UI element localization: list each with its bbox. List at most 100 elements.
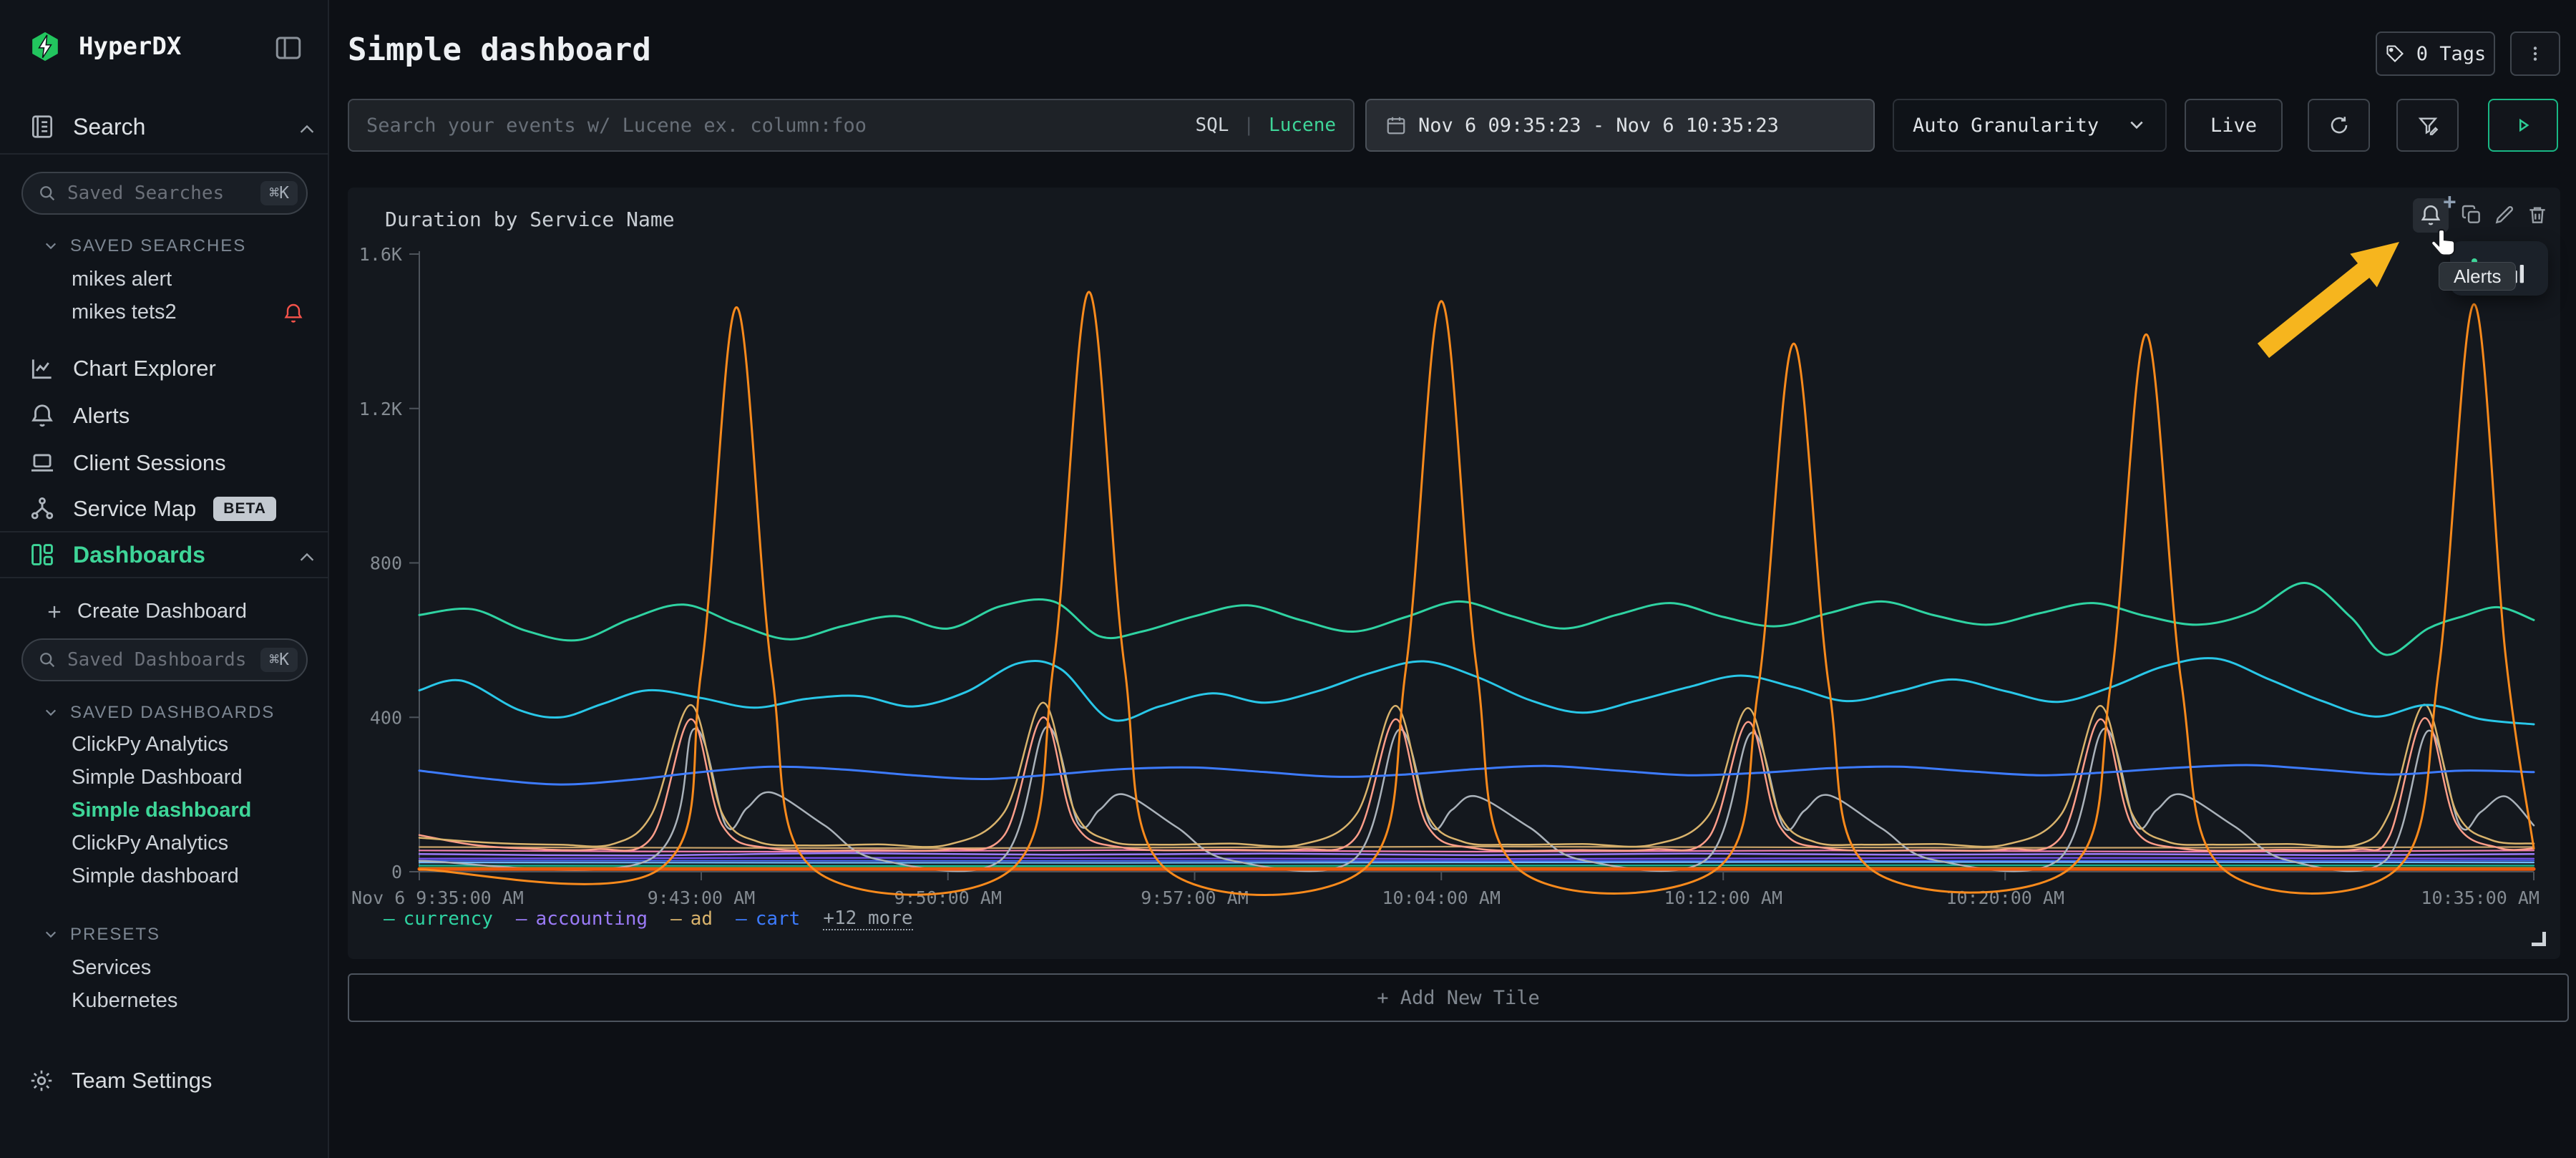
kebab-menu-icon	[2526, 44, 2545, 63]
svg-text:9:57:00 AM: 9:57:00 AM	[1141, 887, 1249, 908]
legend-item-currency[interactable]: — currency	[384, 908, 493, 930]
service-map-icon	[29, 495, 56, 522]
tile-resize-handle[interactable]	[2532, 932, 2546, 946]
svg-text:9:50:00 AM: 9:50:00 AM	[894, 887, 1002, 908]
divider	[0, 531, 329, 532]
svg-text:10:12:00 AM: 10:12:00 AM	[1664, 887, 1782, 908]
chart-explorer-icon	[29, 355, 56, 382]
sidebar-item-chart-explorer[interactable]: Chart Explorer	[29, 355, 216, 382]
sidebar-item-dashboards[interactable]: Dashboards	[29, 541, 205, 568]
event-search-input[interactable]	[366, 114, 1181, 137]
series-unlabeled-pink	[418, 849, 2535, 853]
saved-dashboards-input[interactable]: ⌘K	[21, 638, 308, 681]
legend-swatch: —	[384, 908, 395, 930]
svg-text:9:43:00 AM: 9:43:00 AM	[648, 887, 756, 908]
legend-swatch: —	[670, 908, 682, 930]
svg-text:1.6K: 1.6K	[359, 244, 402, 265]
create-alert-button[interactable]	[2413, 198, 2449, 233]
tags-button[interactable]: 0 Tags	[2376, 31, 2495, 76]
duration-line-chart[interactable]: 0 400 800 1.2K 1.6K Nov 6 9:35:00 AM 9:43:00 A…	[348, 243, 2560, 916]
gear-icon	[29, 1068, 54, 1094]
more-options-button[interactable]	[2510, 31, 2560, 76]
svg-text:10:04:00 AM: 10:04:00 AM	[1382, 887, 1501, 908]
app-logo[interactable]: HyperDX	[29, 30, 301, 63]
legend-item-ad[interactable]: — ad	[670, 908, 713, 930]
series-unlabeled-tan	[418, 845, 2535, 850]
laptop-icon	[29, 449, 56, 477]
refresh-button[interactable]	[2308, 99, 2370, 152]
legend-more-link[interactable]: +12 more	[823, 908, 913, 930]
sidebar-item-team-settings[interactable]: Team Settings	[29, 1068, 212, 1094]
presets-section[interactable]: PRESETS	[43, 925, 160, 945]
page-title: Simple dashboard	[348, 31, 651, 68]
series-unlabeled-indigo	[418, 860, 2535, 862]
sql-toggle[interactable]: SQL	[1195, 115, 1229, 136]
search-icon	[37, 650, 57, 670]
lucene-toggle[interactable]: Lucene	[1269, 115, 1336, 136]
dashboard-item[interactable]: ClickPy Analytics	[72, 733, 229, 756]
series-accounting	[418, 852, 2535, 857]
legend-item-cart[interactable]: — cart	[736, 908, 801, 930]
shortcut-badge: ⌘K	[260, 648, 298, 672]
series-unlabeled-orange-spikes	[418, 291, 2535, 896]
saved-search-mikes-tets2[interactable]: mikes tets2	[72, 301, 177, 323]
saved-searches-field[interactable]	[67, 183, 251, 204]
event-search-bar[interactable]: SQL | Lucene	[348, 99, 1355, 152]
edit-tile-button[interactable]	[2493, 203, 2516, 226]
sidebar-item-service-map[interactable]: Service Map BETA	[29, 495, 276, 522]
legend-swatch: —	[515, 908, 527, 930]
divider	[0, 153, 329, 155]
chevron-down-icon	[43, 240, 59, 253]
series-currency	[418, 581, 2535, 656]
live-button[interactable]: Live	[2185, 99, 2283, 152]
dashboard-item[interactable]: Simple Dashboard	[72, 766, 243, 789]
shortcut-badge: ⌘K	[260, 181, 298, 205]
sidebar-item-client-sessions[interactable]: Client Sessions	[29, 449, 226, 477]
legend-item-accounting[interactable]: — accounting	[515, 908, 648, 930]
delete-tile-button[interactable]	[2526, 203, 2549, 226]
plus-icon: +	[2443, 189, 2457, 215]
chevron-down-icon	[43, 706, 59, 719]
svg-text:800: 800	[370, 553, 402, 574]
chevron-down-icon	[43, 928, 59, 941]
search-section-label: Search	[73, 113, 146, 140]
saved-dashboards-section[interactable]: SAVED DASHBOARDS	[43, 703, 275, 723]
saved-searches-input[interactable]: ⌘K	[21, 172, 308, 215]
chevron-up-icon[interactable]	[296, 120, 318, 137]
svg-text:10:35:00 AM: 10:35:00 AM	[2421, 887, 2540, 908]
sidebar-item-alerts[interactable]: Alerts	[29, 402, 130, 429]
series-unlabeled-salmon	[418, 716, 2535, 852]
alert-bell-icon	[282, 302, 305, 325]
sidebar-collapse-icon[interactable]	[273, 33, 303, 63]
search-section-icon	[29, 113, 56, 140]
preset-item-services[interactable]: Services	[72, 956, 152, 979]
dashboard-item-active[interactable]: Simple dashboard	[72, 799, 252, 822]
create-dashboard-button[interactable]: Create Dashboard	[44, 600, 247, 623]
tile-title: Duration by Service Name	[385, 208, 675, 231]
run-query-button[interactable]	[2488, 99, 2558, 152]
dashboards-label: Dashboards	[73, 541, 205, 568]
preset-item-kubernetes[interactable]: Kubernetes	[72, 989, 178, 1012]
sidebar-item-search[interactable]: Search	[29, 113, 145, 140]
tag-icon	[2385, 44, 2405, 64]
add-new-tile-button[interactable]: + Add New Tile	[348, 973, 2569, 1022]
saved-dashboards-field[interactable]	[67, 649, 251, 671]
saved-searches-section[interactable]: SAVED SEARCHES	[43, 236, 246, 256]
chart-legend: — currency — accounting — ad — cart +12 more	[384, 908, 913, 930]
duplicate-tile-button[interactable]	[2460, 203, 2483, 226]
saved-search-mikes-alert[interactable]: mikes alert	[72, 268, 172, 291]
dashboard-item[interactable]: ClickPy Analytics	[72, 832, 229, 855]
series-unlabeled-teal	[418, 864, 2535, 867]
granularity-select[interactable]: Auto Granularity	[1893, 99, 2167, 152]
sidebar: HyperDX Search ⌘K SAVED SEARCHES mikes a…	[0, 0, 329, 1158]
chevron-up-icon[interactable]	[296, 548, 318, 565]
filter-button[interactable]	[2396, 99, 2459, 152]
svg-text:0: 0	[391, 862, 402, 882]
dashboard-item[interactable]: Simple dashboard	[72, 865, 239, 887]
play-icon	[2512, 115, 2534, 136]
series-unlabeled-gray	[418, 726, 2535, 872]
series-unlabeled-cyan	[418, 657, 2535, 726]
filter-edit-icon	[2416, 114, 2439, 137]
time-range-picker[interactable]: Nov 6 09:35:23 - Nov 6 10:35:23	[1365, 99, 1875, 152]
series-cart	[418, 764, 2535, 786]
